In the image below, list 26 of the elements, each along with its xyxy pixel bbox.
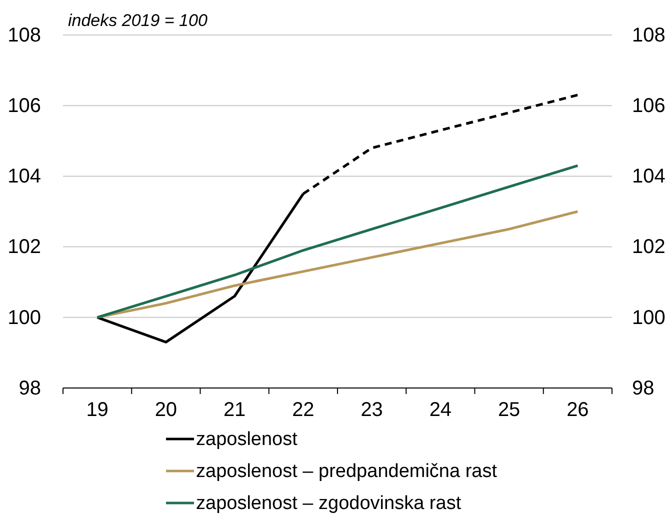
- text: indeks 2019 = 100: [68, 11, 208, 30]
- x-tick-label: 26: [566, 399, 589, 422]
- y2-tick-label: 104: [632, 166, 666, 188]
- x-tick-label: 25: [498, 399, 520, 422]
- x-tick-label: 20: [154, 399, 178, 422]
- y2-tick-label: 100: [632, 306, 666, 329]
- legend-label: zaposlenost: [196, 429, 298, 450]
- y-tick-label: 106: [8, 95, 41, 117]
- x-tick-label: 23: [360, 399, 383, 422]
- y2-tick-label: 102: [632, 236, 666, 258]
- legend-label: zaposlenost – zgodovinska rast: [196, 493, 462, 514]
- y2-tick-label: 98: [632, 377, 654, 400]
- x-tick-label: 22: [292, 399, 314, 422]
- y2-tick-label: 106: [632, 95, 666, 117]
- y-tick-label: 104: [8, 166, 41, 188]
- y2-tick-label: 108: [632, 24, 666, 46]
- line-series: [96, 210, 579, 319]
- x-tick-label: 19: [86, 399, 108, 422]
- y-tick-label: 108: [8, 24, 41, 46]
- x-tick-label: 21: [223, 399, 246, 422]
- x-tick-label: 24: [429, 399, 452, 422]
- y-tick-label: 102: [8, 236, 41, 258]
- y-tick-label: 98: [18, 377, 41, 400]
- legend-label: zaposlenost – predpandemična rast: [196, 461, 498, 482]
- line-series: [96, 164, 579, 319]
- y-tick-label: 100: [8, 306, 41, 329]
